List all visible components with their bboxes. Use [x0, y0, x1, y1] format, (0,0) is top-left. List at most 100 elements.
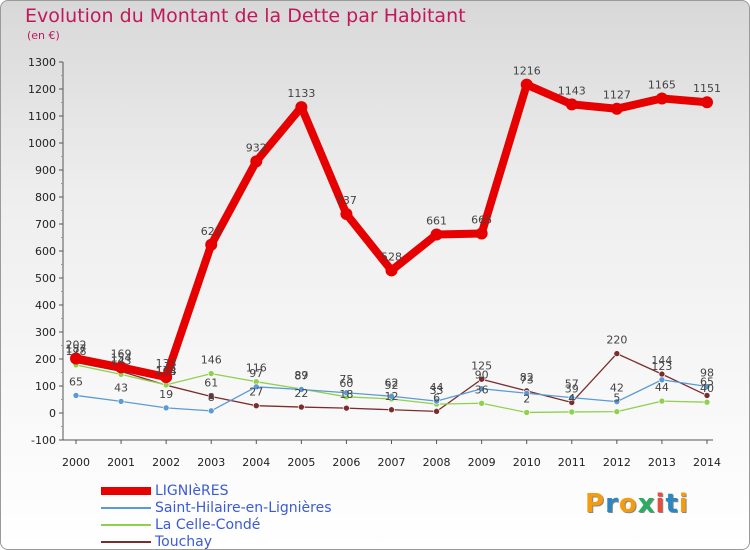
data-label: 39: [565, 382, 579, 395]
data-point: [388, 406, 395, 414]
x-tick-label: 2014: [693, 456, 721, 469]
data-label: 187: [66, 343, 87, 356]
x-tick-label: 2012: [603, 456, 631, 469]
data-label: 43: [114, 381, 128, 394]
data-point: [385, 264, 398, 277]
legend-label: Touchay: [155, 534, 213, 550]
data-point: [207, 407, 215, 415]
data-point: [70, 352, 82, 365]
data-point: [252, 383, 260, 391]
data-label: 143: [111, 354, 132, 367]
data-point: [701, 96, 713, 109]
data-point: [703, 392, 711, 399]
data-point: [117, 398, 125, 405]
data-label: 1151: [693, 82, 721, 95]
data-label: 87: [294, 370, 308, 383]
data-label: 661: [426, 215, 447, 228]
data-point: [658, 397, 666, 405]
data-point: [613, 350, 621, 357]
data-label: 103: [156, 365, 177, 378]
data-point: [610, 102, 623, 115]
data-point: [478, 375, 485, 383]
data-label: 62: [385, 376, 399, 389]
data-label: 42: [610, 382, 624, 395]
legend-swatch: [101, 487, 151, 495]
data-label: 90: [475, 369, 489, 382]
data-label: 12: [385, 390, 399, 403]
data-label: 116: [246, 362, 267, 375]
data-point: [655, 92, 668, 105]
data-label: 44: [430, 381, 444, 394]
legend-label: La Celle-Condé: [155, 517, 261, 533]
data-point: [523, 409, 531, 416]
data-label: 8: [208, 391, 215, 404]
data-point: [568, 408, 576, 416]
data-label: 154: [111, 351, 132, 364]
y-tick-label: -100: [31, 434, 56, 447]
data-label: 144: [651, 354, 672, 367]
y-tick-label: 600: [35, 245, 56, 258]
data-label: 737: [336, 194, 357, 207]
data-point: [207, 370, 215, 377]
data-label: 65: [700, 375, 714, 388]
data-point: [478, 385, 485, 393]
data-point: [433, 397, 440, 405]
x-tick-label: 2011: [558, 456, 586, 469]
x-tick-label: 2007: [378, 456, 406, 469]
y-tick-label: 1100: [28, 110, 56, 123]
legend-label: Saint-Hilaire-en-Lignières: [155, 500, 332, 516]
data-point: [523, 389, 531, 397]
y-tick-label: 900: [35, 164, 56, 177]
data-point: [565, 98, 578, 111]
x-tick-label: 2010: [513, 456, 541, 469]
data-label: 60: [339, 377, 353, 390]
chart-subtitle: (en €): [27, 29, 60, 42]
x-tick-label: 2006: [332, 456, 360, 469]
data-label: 665: [471, 213, 492, 226]
data-point: [340, 208, 353, 221]
data-point: [568, 394, 576, 401]
data-label: 1143: [558, 84, 586, 97]
data-label: 57: [565, 378, 579, 391]
data-label: 169: [111, 347, 132, 360]
data-point: [343, 389, 350, 397]
y-tick-label: 700: [35, 218, 56, 231]
data-label: 932: [246, 141, 267, 154]
data-label: 61: [204, 377, 218, 390]
data-point: [298, 403, 305, 411]
data-label: 40: [700, 382, 714, 395]
data-point: [613, 408, 621, 415]
y-tick-label: 1200: [28, 83, 56, 96]
data-label: 133: [156, 357, 177, 370]
y-tick-label: 200: [35, 353, 56, 366]
data-point: [520, 78, 533, 91]
data-point: [430, 228, 443, 241]
x-tick-label: 2000: [62, 456, 90, 469]
x-tick-label: 2002: [152, 456, 180, 469]
data-label: 4: [568, 392, 575, 405]
data-point: [250, 155, 263, 168]
data-point: [115, 361, 128, 374]
data-label: 98: [700, 367, 714, 380]
data-label: 82: [520, 371, 534, 384]
data-label: 104: [156, 365, 177, 378]
data-label: 1133: [287, 87, 315, 100]
proxiti-logo: Proxiti: [585, 489, 689, 519]
y-tick-label: 300: [35, 326, 56, 339]
x-tick-label: 2008: [423, 456, 451, 469]
data-label: 18: [339, 388, 353, 401]
data-label: 220: [606, 334, 627, 347]
data-label: 44: [655, 381, 669, 394]
data-label: 125: [471, 359, 492, 372]
x-tick-label: 2004: [242, 456, 270, 469]
data-point: [252, 402, 260, 410]
y-tick-label: 0: [49, 407, 56, 420]
data-label: 623: [201, 225, 222, 238]
data-label: 75: [339, 373, 353, 386]
y-tick-label: 1300: [28, 56, 56, 69]
legend-swatch: [101, 541, 151, 543]
data-label: 146: [201, 354, 222, 367]
data-label: 123: [651, 360, 672, 373]
data-label: 36: [475, 383, 489, 396]
